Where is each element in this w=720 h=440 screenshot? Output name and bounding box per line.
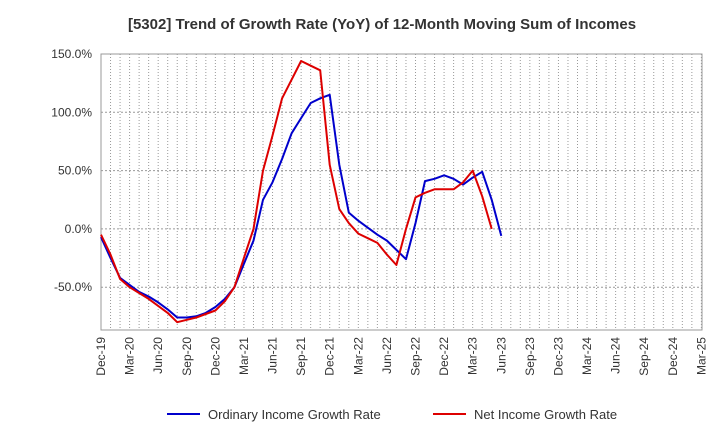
x-tick-label: Jun-21 [266, 337, 280, 374]
x-tick-label: Dec-24 [666, 337, 680, 376]
x-tick-label: Dec-21 [323, 337, 337, 376]
x-tick-label: Mar-25 [694, 337, 708, 375]
x-tick-label: Mar-24 [580, 337, 594, 375]
x-tick-label: Jun-22 [380, 337, 394, 374]
x-tick-label: Mar-23 [466, 337, 480, 375]
x-tick-label: Sep-23 [523, 337, 537, 376]
x-tick-label: Dec-19 [94, 337, 108, 376]
legend-label-net: Net Income Growth Rate [474, 407, 617, 422]
x-tick-label: Jun-20 [151, 337, 165, 374]
vertical-gridlines [110, 54, 702, 330]
legend-label-ordinary: Ordinary Income Growth Rate [208, 407, 381, 422]
x-tick-label: Mar-20 [123, 337, 137, 375]
legend: Ordinary Income Growth Rate Net Income G… [167, 407, 617, 422]
series-line-net-income [100, 60, 493, 324]
series-lines [100, 60, 503, 324]
series-line-ordinary-income [100, 93, 503, 319]
horizontal-gridlines [101, 111, 702, 288]
plot-area [100, 53, 703, 331]
plot-border [100, 53, 703, 331]
x-tick-label: Mar-21 [237, 337, 251, 375]
y-tick-label: -50.0% [54, 280, 92, 294]
y-tick-label: 0.0% [65, 222, 93, 236]
x-tick-label: Jun-24 [609, 337, 623, 374]
y-axis-ticks: 150.0% 100.0% 50.0% 0.0% -50.0% [51, 47, 92, 294]
x-tick-label: Dec-23 [551, 337, 565, 376]
y-tick-label: 50.0% [58, 164, 92, 178]
y-tick-label: 150.0% [51, 47, 92, 61]
x-tick-label: Sep-24 [637, 337, 651, 376]
x-tick-label: Sep-21 [294, 337, 308, 376]
chart-title: [5302] Trend of Growth Rate (YoY) of 12-… [128, 16, 636, 33]
x-axis-ticks: Dec-19 Mar-20 Jun-20 Sep-20 Dec-20 Mar-21 Jun-… [94, 337, 708, 376]
x-tick-label: Dec-22 [437, 337, 451, 376]
x-tick-label: Sep-20 [180, 337, 194, 376]
x-tick-label: Mar-22 [351, 337, 365, 375]
y-tick-label: 100.0% [51, 105, 92, 119]
x-tick-label: Sep-22 [408, 337, 422, 376]
x-tick-label: Dec-20 [208, 337, 222, 376]
x-tick-label: Jun-23 [494, 337, 508, 374]
